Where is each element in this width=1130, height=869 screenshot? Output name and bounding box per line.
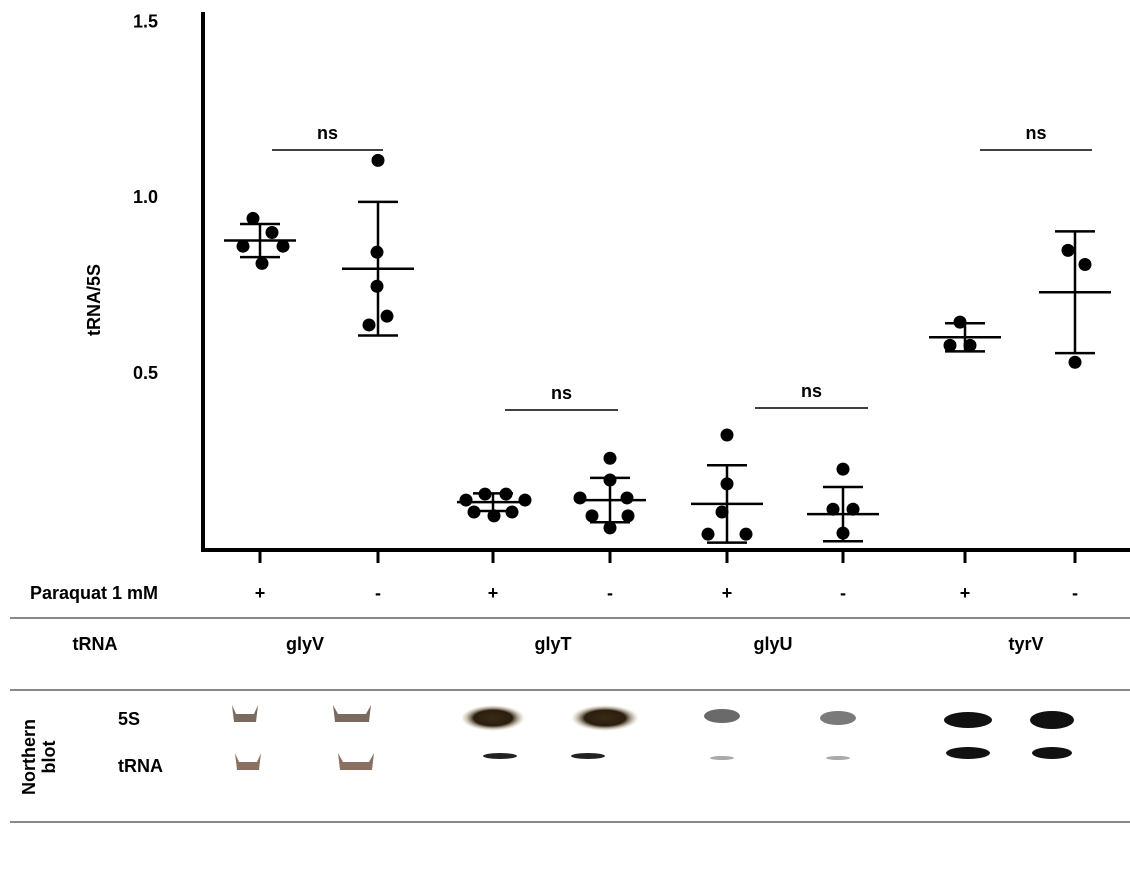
band xyxy=(483,753,517,759)
x-tick-label: + xyxy=(488,583,499,603)
gene-label: glyV xyxy=(286,634,324,654)
band xyxy=(944,712,992,728)
data-point xyxy=(460,494,473,507)
data-point xyxy=(721,429,734,442)
x-tick-label: + xyxy=(255,583,266,603)
data-point xyxy=(256,257,269,270)
data-point xyxy=(604,452,617,465)
band xyxy=(235,753,261,770)
x-tick-label: - xyxy=(375,583,381,603)
data-point xyxy=(363,318,376,331)
data-point xyxy=(1079,258,1092,271)
significance-label: ns xyxy=(551,383,572,403)
row-label: Northern blot xyxy=(19,719,59,795)
data-point xyxy=(1069,356,1082,369)
data-point xyxy=(381,310,394,323)
bands xyxy=(232,705,1074,770)
band xyxy=(338,753,374,770)
data-point xyxy=(837,463,850,476)
row-label-line: Northern xyxy=(19,719,39,795)
band xyxy=(1032,747,1072,759)
data-point xyxy=(622,509,635,522)
band xyxy=(571,705,639,731)
band xyxy=(826,756,850,760)
significance-label: ns xyxy=(801,381,822,401)
figure: tRNA/5S Paraquat 1 mM tRNA 5S tRNA North… xyxy=(0,0,1130,869)
data-point xyxy=(519,494,532,507)
y-tick-label: 1.0 xyxy=(133,187,158,207)
significance-label: ns xyxy=(1025,123,1046,143)
data-point xyxy=(621,491,634,504)
data-point xyxy=(740,528,753,541)
x-tick-label: + xyxy=(960,583,971,603)
x-tick-label: + xyxy=(722,583,733,603)
band xyxy=(704,709,740,723)
band xyxy=(1030,711,1074,729)
data-point xyxy=(266,226,279,239)
data-point xyxy=(944,339,957,352)
row-label-line: blot xyxy=(39,741,59,774)
data-point xyxy=(372,154,385,167)
band xyxy=(232,705,258,722)
data-point xyxy=(1062,244,1075,257)
y-tick-label: 0.5 xyxy=(133,363,158,383)
band xyxy=(946,747,990,759)
x-tick-label: - xyxy=(840,583,846,603)
y-axis-label: tRNA/5S xyxy=(84,264,104,336)
band xyxy=(820,711,856,725)
significance-label: ns xyxy=(317,123,338,143)
gene-label: tyrV xyxy=(1008,634,1043,654)
gene-label: glyT xyxy=(534,634,571,654)
band-label: tRNA xyxy=(118,756,163,776)
y-tick-label: 1.5 xyxy=(133,11,158,31)
band xyxy=(710,756,734,760)
category-label: Paraquat 1 mM xyxy=(30,583,158,603)
x-tick-label: - xyxy=(1072,583,1078,603)
band xyxy=(333,705,371,722)
gene-label: glyU xyxy=(753,634,792,654)
band-label: 5S xyxy=(118,709,140,729)
blot-header: tRNA xyxy=(73,634,118,654)
data-point xyxy=(574,491,587,504)
band xyxy=(461,705,525,731)
data-point xyxy=(586,509,599,522)
x-tick-label: - xyxy=(607,583,613,603)
band xyxy=(571,753,605,759)
data-point xyxy=(702,528,715,541)
